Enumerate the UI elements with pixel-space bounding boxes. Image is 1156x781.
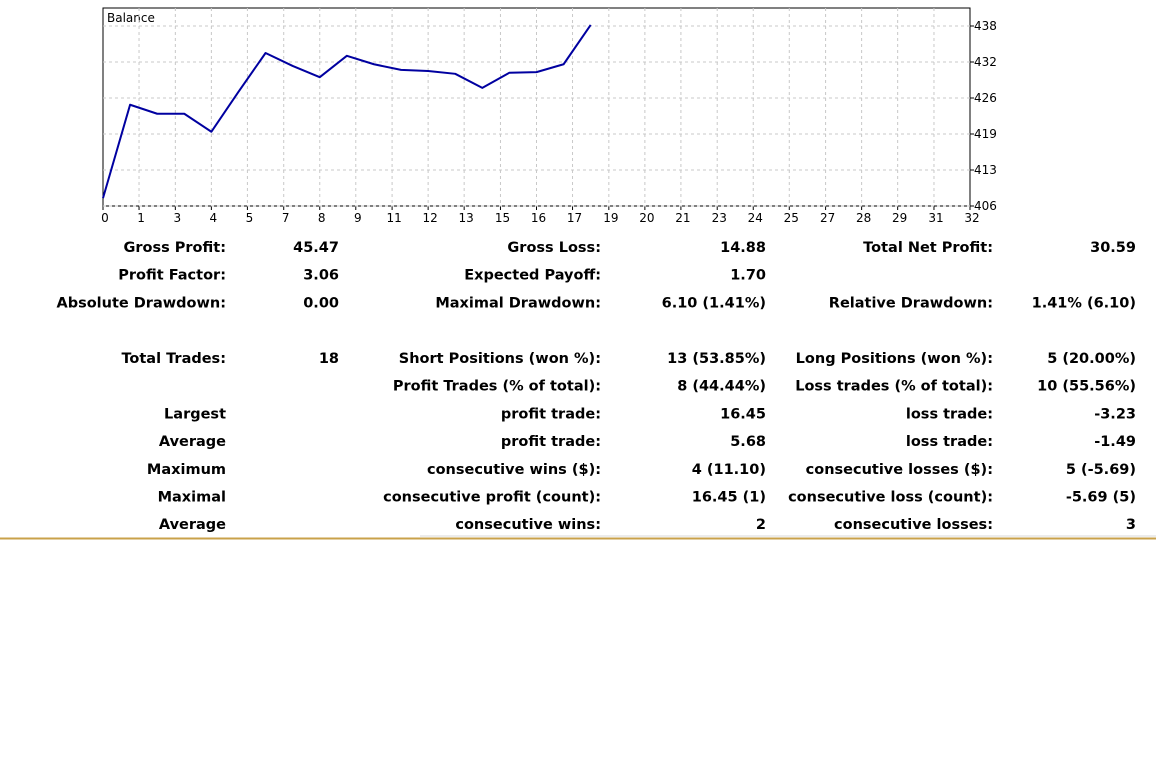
stat-label: consecutive wins ($): <box>427 462 601 478</box>
stat-label: Loss trades (% of total): <box>795 379 993 395</box>
x-tick-label: 31 <box>928 211 943 225</box>
stat-label: consecutive losses: <box>834 517 993 533</box>
stat-value: 1.41% (6.10) <box>1032 295 1136 311</box>
stat-value: 18 <box>319 351 339 367</box>
stat-value: -3.23 <box>1094 406 1136 422</box>
x-tick-label: 29 <box>892 211 907 225</box>
stat-label: Absolute Drawdown: <box>56 295 226 311</box>
stat-label: consecutive losses ($): <box>806 462 993 478</box>
stat-value: 3 <box>1126 517 1136 533</box>
stat-label: Long Positions (won %): <box>796 351 993 367</box>
stat-label: Profit Trades (% of total): <box>393 379 601 395</box>
stat-value: -5.69 (5) <box>1066 490 1136 506</box>
stat-value: 4 (11.10) <box>692 462 766 478</box>
x-tick-label: 11 <box>386 211 401 225</box>
stat-value: 45.47 <box>293 240 339 256</box>
x-tick-label: 5 <box>246 211 254 225</box>
stat-label: profit trade: <box>501 434 601 450</box>
x-tick-label: 8 <box>318 211 326 225</box>
stat-label: consecutive profit (count): <box>383 490 601 506</box>
chart-title: Balance <box>107 11 155 25</box>
stat-value: 5 (-5.69) <box>1066 462 1136 478</box>
stat-label: Gross Loss: <box>507 240 601 256</box>
stat-label: Total Trades: <box>121 351 226 367</box>
stat-label: Short Positions (won %): <box>399 351 601 367</box>
x-tick-label: 15 <box>495 211 510 225</box>
stat-value: 3.06 <box>303 268 339 284</box>
x-tick-label: 0 <box>101 211 109 225</box>
stat-label: loss trade: <box>906 406 993 422</box>
stat-value: 1.70 <box>730 268 766 284</box>
stat-value: 0.00 <box>303 295 339 311</box>
x-tick-label: 9 <box>354 211 362 225</box>
stat-value: 13 (53.85%) <box>667 351 766 367</box>
stat-value: 8 (44.44%) <box>677 379 766 395</box>
y-tick-label: 406 <box>974 199 997 213</box>
x-tick-label: 20 <box>639 211 654 225</box>
stat-label: Maximal Drawdown: <box>435 295 601 311</box>
stat-value: 2 <box>756 517 766 533</box>
x-tick-label: 24 <box>748 211 763 225</box>
stat-label: loss trade: <box>906 434 993 450</box>
x-tick-label: 27 <box>820 211 835 225</box>
stat-label: Profit Factor: <box>118 268 226 284</box>
x-tick-label: 17 <box>567 211 582 225</box>
y-tick-label: 426 <box>974 91 997 105</box>
y-tick-label: 413 <box>974 163 997 177</box>
x-tick-label: 13 <box>459 211 474 225</box>
stat-value: 14.88 <box>720 240 766 256</box>
stat-value: 5.68 <box>730 434 766 450</box>
stat-label: Relative Drawdown: <box>829 295 993 311</box>
x-tick-label: 12 <box>422 211 437 225</box>
x-tick-label: 1 <box>137 211 145 225</box>
stat-label: Maximum <box>147 462 226 478</box>
stat-label: Gross Profit: <box>123 240 226 256</box>
x-tick-label: 32 <box>964 211 979 225</box>
x-tick-label: 16 <box>531 211 546 225</box>
stat-label: Largest <box>164 406 226 422</box>
x-tick-label: 4 <box>210 211 218 225</box>
stat-label: Average <box>159 434 226 450</box>
stat-label: Expected Payoff: <box>464 268 601 284</box>
x-tick-label: 19 <box>603 211 618 225</box>
stat-value: 16.45 (1) <box>692 490 766 506</box>
x-tick-label: 23 <box>712 211 727 225</box>
stat-label: Total Net Profit: <box>863 240 993 256</box>
stat-label: consecutive loss (count): <box>788 490 993 506</box>
x-tick-label: 7 <box>282 211 290 225</box>
stat-value: 6.10 (1.41%) <box>662 295 766 311</box>
x-tick-label: 21 <box>675 211 690 225</box>
balance-line <box>102 24 592 199</box>
y-tick-label: 438 <box>974 19 997 33</box>
stat-value: 30.59 <box>1090 240 1136 256</box>
stat-value: 5 (20.00%) <box>1047 351 1136 367</box>
x-tick-label: 3 <box>174 211 182 225</box>
stat-value: 16.45 <box>720 406 766 422</box>
stat-label: consecutive wins: <box>455 517 601 533</box>
x-tick-label: 28 <box>856 211 871 225</box>
stat-label: Average <box>159 517 226 533</box>
y-tick-label: 432 <box>974 55 997 69</box>
stat-label: profit trade: <box>501 406 601 422</box>
y-tick-label: 419 <box>974 127 997 141</box>
stat-value: -1.49 <box>1094 434 1136 450</box>
stat-label: Maximal <box>158 490 226 506</box>
x-tick-label: 25 <box>784 211 799 225</box>
stat-value: 10 (55.56%) <box>1037 379 1136 395</box>
